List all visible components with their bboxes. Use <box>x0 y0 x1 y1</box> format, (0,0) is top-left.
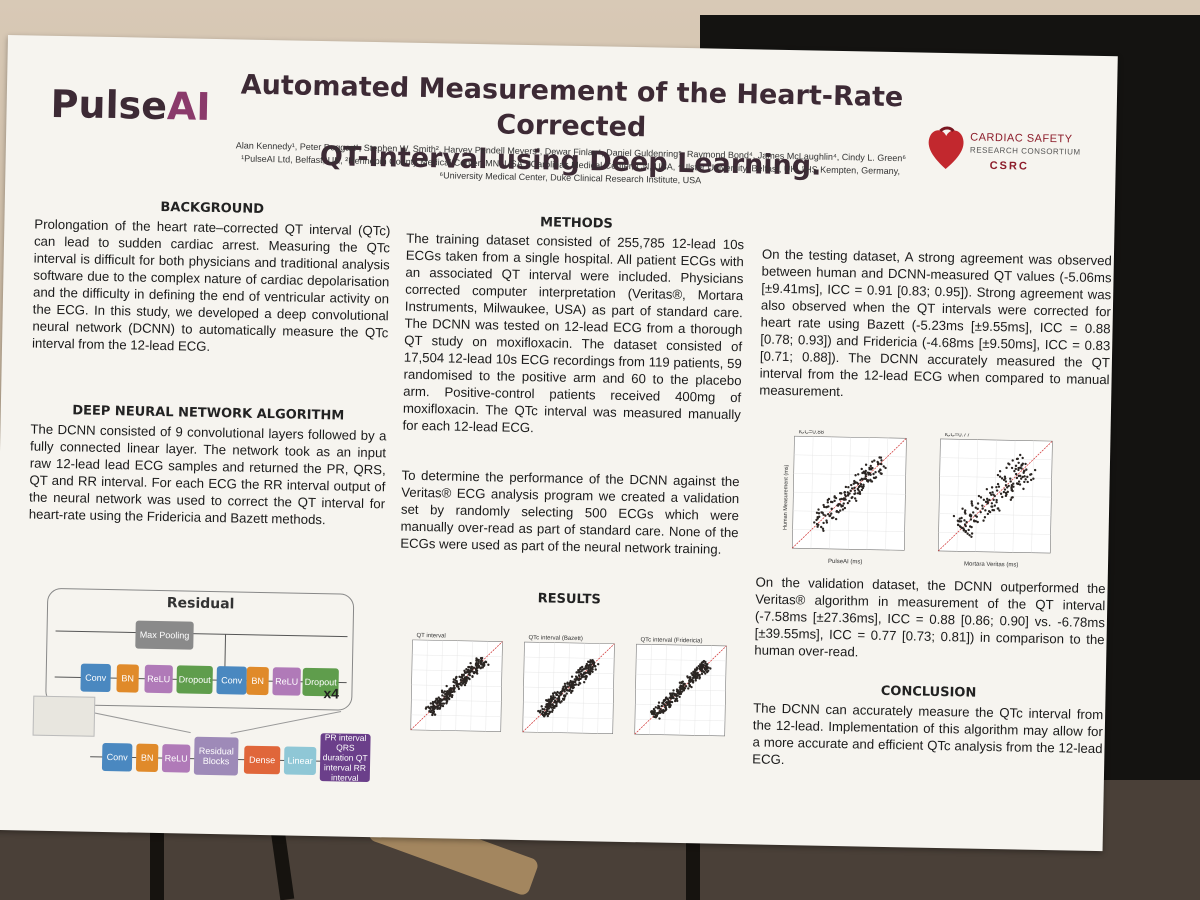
qtc-fridericia-scatter-title: QTc interval (Fridericia) <box>640 637 702 644</box>
qt-scatter <box>410 639 503 732</box>
validation-xlabel-1: PulseAI (ms) <box>828 559 862 566</box>
validation-scatter-veritas-title: ICC=0.77 <box>944 432 970 439</box>
network-diagram: Residual Max Pooling Conv BN ReLU Dropou… <box>30 587 374 794</box>
validation-plots: ICC=0.88 ICC=0.77 PulseAI (ms) Mortara Veri… <box>783 430 1053 568</box>
testing-plots: QT interval QTc interval (Bazett) QTc inte… <box>410 633 727 737</box>
bn-block-main: BN <box>135 743 159 773</box>
validation-xlabel-2: Mortara Veritas (ms) <box>964 561 1018 568</box>
background-text: Prolongation of the heart rate–corrected… <box>31 216 391 354</box>
qt-scatter-title: QT interval <box>416 633 445 640</box>
methods-text-2: To determine the performance of the DCNN… <box>400 467 740 557</box>
validation-ylabel: Human Measurement (ms) <box>783 464 790 530</box>
conv-block-main: Conv <box>101 742 133 772</box>
conclusion-text: The DCNN can accurately measure the QTc … <box>752 700 1104 768</box>
results-text-1: On the testing dataset, A strong agreeme… <box>759 246 1113 400</box>
pulseai-logo: PulseAI <box>50 81 211 129</box>
linear-block: Linear <box>283 746 317 776</box>
validation-scatter-veritas <box>937 438 1053 554</box>
qtc-bazett-scatter <box>522 641 615 735</box>
qtc-bazett-scatter-title: QTc interval (Bazett) <box>528 635 582 642</box>
heart-icon <box>928 126 964 170</box>
outputs-block: PR interval QRS duration QT interval RR … <box>319 732 371 783</box>
residual-block-box: Residual Max Pooling Conv BN ReLU Dropou… <box>45 587 355 711</box>
csrc-line-2: RESEARCH CONSORTIUM <box>969 145 1081 157</box>
results-text-2: On the validation dataset, the DCNN outp… <box>754 574 1106 660</box>
validation-scatter-pulseai-title: ICC=0.88 <box>798 430 824 436</box>
algorithm-text: The DCNN consisted of 9 convolutional la… <box>28 421 387 528</box>
methods-text-1: The training dataset consisted of 255,78… <box>402 230 745 436</box>
csrc-line-3: CSRC <box>989 159 1029 173</box>
tape-patch <box>32 695 96 737</box>
csrc-line-1: CARDIAC SAFETY <box>970 131 1073 146</box>
residual-blocks-block: Residual Blocks <box>193 736 239 776</box>
research-poster: PulseAI Automated Measurement of the Hea… <box>0 35 1118 852</box>
qtc-fridericia-scatter <box>634 643 727 737</box>
relu-block-main: ReLU <box>161 744 191 773</box>
validation-scatter-pulseai <box>791 435 907 551</box>
dense-block: Dense <box>243 745 281 775</box>
csrc-logo: CARDIAC SAFETY RESEARCH CONSORTIUM CSRC <box>925 123 1107 206</box>
results-heading: RESULTS <box>537 591 601 608</box>
